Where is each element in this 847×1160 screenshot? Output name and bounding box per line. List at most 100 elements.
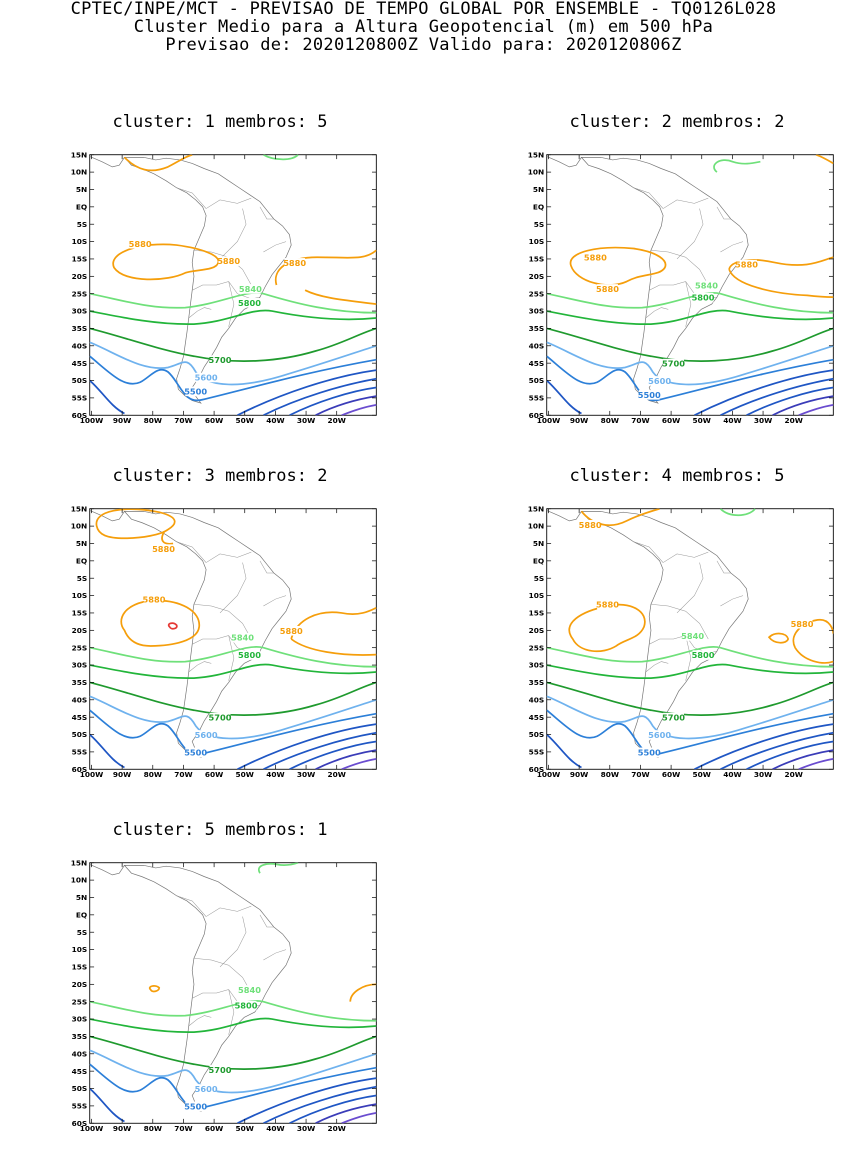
- contour-label: 5700: [209, 355, 232, 365]
- contour-line-5880: [95, 508, 176, 540]
- contour-label: 5500: [638, 747, 661, 757]
- contour-line-deep1: [546, 369, 834, 416]
- lat-tick-label: 45S: [72, 713, 88, 722]
- contour-label: 5800: [238, 650, 261, 660]
- lat-tick-label: 60S: [72, 1119, 88, 1128]
- lon-tick-label: 30W: [297, 770, 315, 779]
- header-line-1: CPTEC/INPE/MCT - PREVISAO DE TEMPO GLOBA…: [70, 0, 777, 19]
- map-frame: [546, 154, 834, 416]
- contour-line-5500: [89, 1063, 377, 1110]
- header-line-2: Cluster Medio para a Altura Geopotencial…: [133, 17, 714, 37]
- country-border: [219, 562, 247, 614]
- lat-tick-label: EQ: [533, 556, 544, 565]
- contour-line-5880: [290, 606, 377, 640]
- country-border: [263, 241, 287, 253]
- lat-tick-label: 20S: [529, 626, 545, 635]
- lon-tick-label: 40W: [723, 416, 741, 425]
- contour-label-bg: [232, 632, 253, 643]
- contour-line-5840: [546, 292, 834, 314]
- contour-line-5500: [89, 709, 377, 756]
- contour-label-bg: [239, 650, 260, 660]
- contour-line-deep2: [772, 749, 834, 770]
- lat-tick-label: 15N: [528, 504, 544, 513]
- contour-label-bg: [239, 284, 261, 294]
- lat-tick-label: 15N: [528, 150, 544, 159]
- lat-tick-label: 15N: [71, 150, 87, 159]
- contour-line-5840: [89, 1000, 377, 1022]
- cluster-title: cluster: 5 membros: 1: [112, 820, 328, 840]
- contour-line-deep3: [798, 757, 834, 770]
- contour-label: 5880: [143, 595, 166, 605]
- lon-tick-label: 100W: [537, 416, 561, 425]
- lon-tick-label: 20W: [328, 416, 346, 425]
- contour-label-bg: [153, 544, 174, 554]
- contour-line-5840: [713, 159, 761, 173]
- country-border: [193, 604, 252, 640]
- lon-tick-label: 40W: [266, 770, 284, 779]
- lon-tick-label: 80W: [144, 416, 162, 425]
- country-border: [633, 187, 664, 209]
- lat-tick-label: 20S: [72, 272, 88, 281]
- coastline: [580, 510, 749, 758]
- country-border: [219, 208, 247, 260]
- contour-label: 5880: [791, 619, 814, 629]
- contour-line-5700: [89, 327, 377, 362]
- contour-label: 5880: [596, 600, 619, 610]
- contour-label-bg: [682, 631, 704, 641]
- contour-line-5500: [546, 709, 834, 756]
- contour-label-bg: [185, 1101, 207, 1112]
- lon-tick-label: 60W: [205, 770, 223, 779]
- coastline: [89, 156, 125, 168]
- country-border: [633, 541, 664, 563]
- country-border: [645, 661, 669, 673]
- cluster-map: 5880 5880 5880 5840 5800 5700 5600 5500 15N 10N 5N…: [528, 504, 834, 779]
- contour-line-5840: [719, 508, 756, 517]
- lat-tick-label: 5N: [76, 893, 87, 902]
- lat-tick-label: 50S: [529, 730, 545, 739]
- contour-label-bg: [638, 747, 660, 758]
- contour-label-bg: [195, 730, 217, 740]
- lon-tick-label: 30W: [754, 770, 772, 779]
- country-border: [192, 281, 229, 291]
- contour-line-red: [167, 622, 178, 630]
- lon-tick-label: 90W: [113, 770, 131, 779]
- map-frame: [89, 154, 377, 416]
- contour-line-deep1: [89, 1077, 377, 1124]
- lat-tick-label: 10S: [72, 237, 88, 246]
- lat-tick-label: 45S: [72, 359, 88, 368]
- contour-line-5880: [728, 256, 834, 270]
- contour-line-5880: [123, 154, 193, 172]
- contour-label-bg: [584, 252, 606, 263]
- contour-label: 5880: [596, 284, 619, 294]
- contour-label-bg: [696, 280, 717, 291]
- lat-tick-label: 60S: [72, 411, 88, 420]
- lon-tick-label: 60W: [205, 1124, 223, 1133]
- lon-tick-label: 50W: [236, 416, 254, 425]
- contour-label-bg: [209, 355, 231, 365]
- country-border: [662, 551, 709, 563]
- lat-tick-label: EQ: [76, 202, 87, 211]
- lat-tick-label: 5S: [77, 928, 87, 937]
- lat-tick-label: 60S: [72, 765, 88, 774]
- contour-line-5840: [89, 292, 377, 314]
- lat-tick-label: 55S: [72, 1102, 88, 1111]
- country-border: [205, 551, 252, 563]
- lon-tick-label: 50W: [236, 770, 254, 779]
- country-border: [263, 949, 287, 961]
- country-border: [193, 958, 252, 994]
- contour-label: 5600: [195, 373, 218, 383]
- country-border: [263, 595, 287, 607]
- contour-label: 5840: [238, 985, 261, 995]
- country-border: [188, 1015, 212, 1027]
- cluster-title: cluster: 4 membros: 5: [569, 466, 785, 486]
- lat-tick-label: 5S: [77, 574, 87, 583]
- lat-tick-label: 55S: [529, 394, 545, 403]
- lon-tick-label: 20W: [785, 770, 803, 779]
- contour-line-5700: [546, 681, 834, 716]
- lon-tick-label: 90W: [113, 1124, 131, 1133]
- lat-tick-label: 30S: [72, 1015, 88, 1024]
- lat-tick-label: 15N: [71, 858, 87, 867]
- country-border: [716, 206, 731, 220]
- lat-tick-label: 10S: [72, 591, 88, 600]
- contour-label: 5800: [238, 298, 261, 308]
